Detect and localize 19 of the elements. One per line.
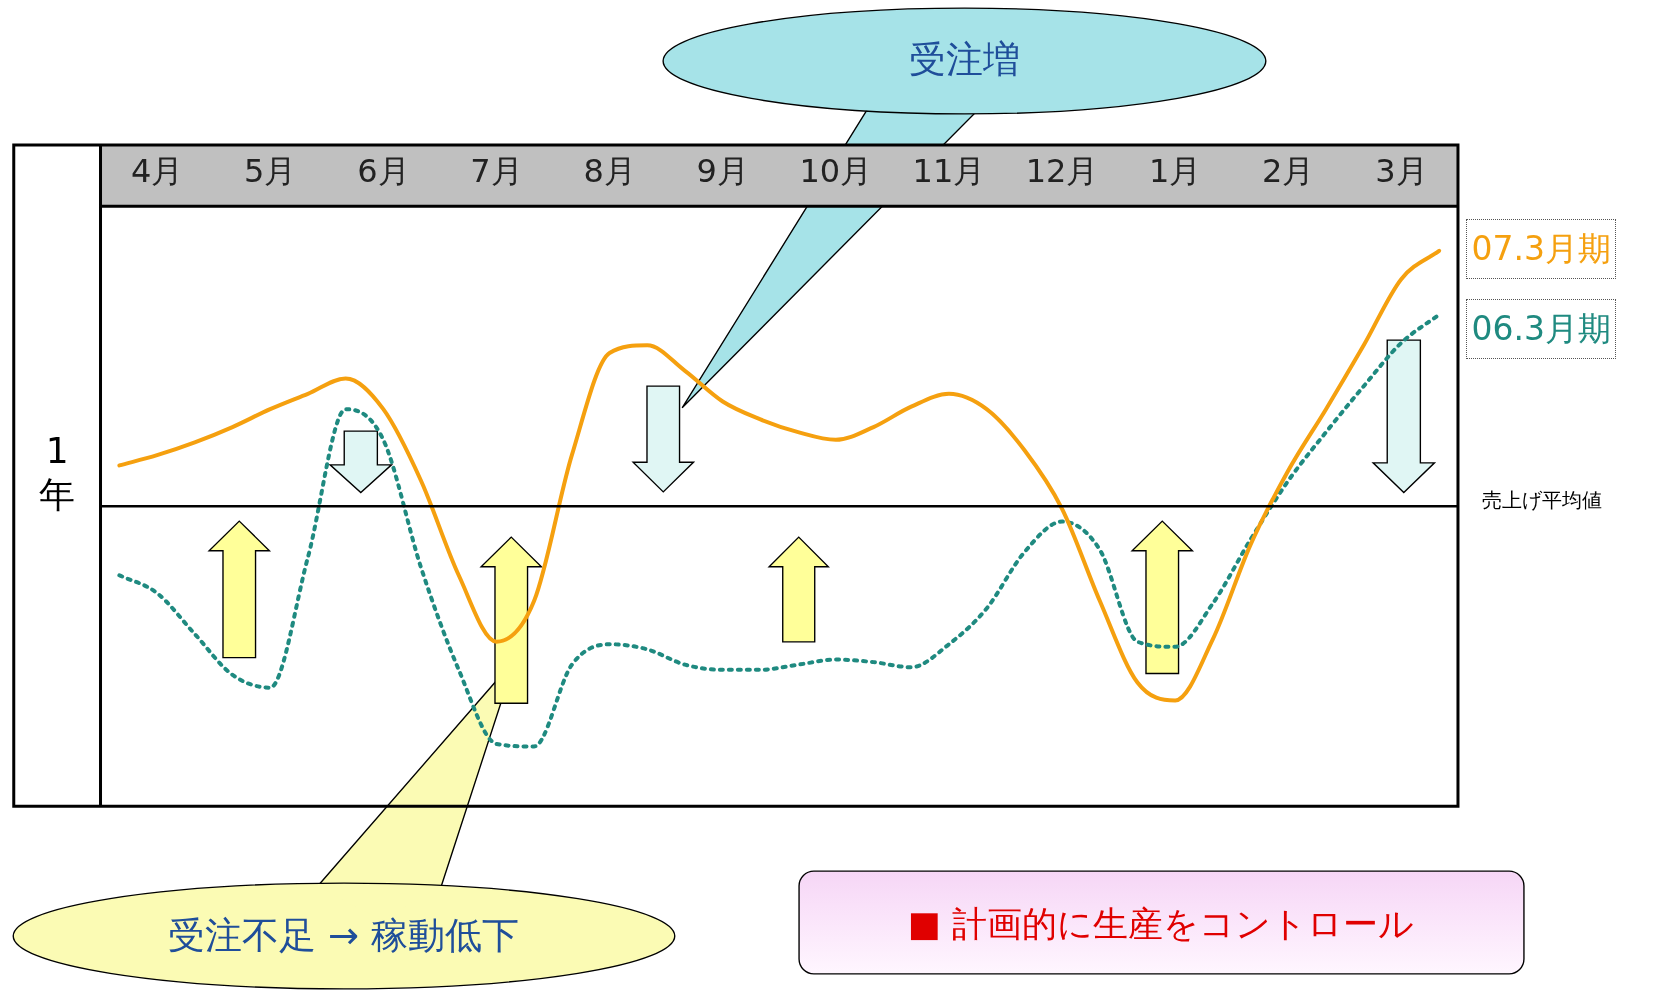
text: 受注増: [909, 37, 1021, 84]
x-tick-label: 11月: [912, 152, 986, 191]
series-label: 06.3月期: [1466, 298, 1616, 359]
x-tick-label: 2月: [1262, 152, 1315, 191]
x-tick-label: 3月: [1375, 152, 1428, 191]
ref-line-label: 売上げ平均値: [1481, 488, 1602, 513]
x-tick-label: 7月: [470, 152, 523, 191]
x-tick-label: 4月: [130, 152, 184, 191]
x-tick-label: 5月: [244, 152, 297, 191]
text: 受注不足 → 稼動低下: [168, 913, 519, 960]
text: ■ 計画的に生産をコントロール: [907, 903, 1414, 947]
x-tick-label: 6月: [357, 152, 410, 191]
x-tick-label: 12月: [1025, 152, 1099, 191]
y-axis-title: 1年: [38, 428, 77, 517]
x-tick-label: 1月: [1148, 152, 1202, 191]
x-tick-label: 8月: [583, 152, 636, 191]
series-label: 07.3月期: [1466, 218, 1616, 279]
x-tick-label: 9月: [696, 152, 749, 191]
x-tick-label: 10月: [799, 152, 873, 191]
